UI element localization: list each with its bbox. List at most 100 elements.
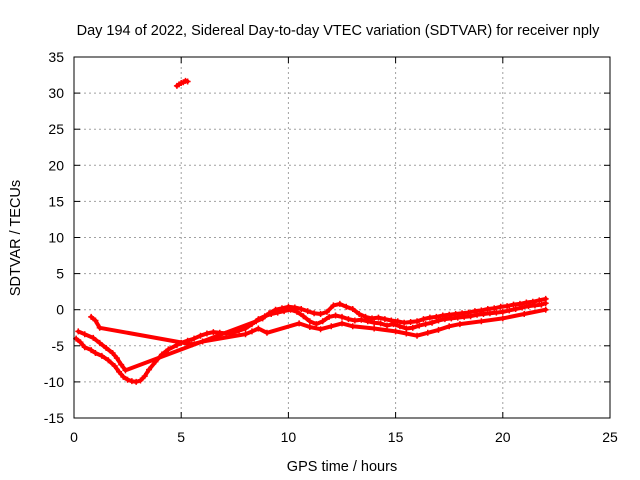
chart-title: Day 194 of 2022, Sidereal Day-to-day VTE… [77, 23, 601, 39]
data-point [356, 311, 363, 318]
data-point [446, 311, 453, 318]
data-point [339, 313, 345, 320]
data-point [377, 320, 384, 327]
data-point [429, 319, 436, 326]
data-point [242, 331, 249, 338]
data-point [516, 300, 523, 307]
plot-frame [73, 56, 611, 419]
data-point [92, 350, 99, 357]
y-tick-label: 0 [56, 302, 64, 318]
data-point [146, 366, 153, 373]
data-point [465, 309, 472, 316]
data-point [98, 352, 105, 359]
data-point [124, 376, 131, 383]
data-point [394, 318, 401, 325]
data-point [484, 305, 491, 312]
x-tick-label: 20 [495, 429, 511, 445]
data-point [210, 329, 217, 336]
y-axis-label: SDTVAR / TECUs [8, 180, 24, 296]
x-tick-label: 15 [388, 429, 404, 445]
x-tick-label: 10 [281, 429, 297, 445]
data-point [111, 363, 118, 370]
data-point [401, 319, 408, 326]
data-point [349, 305, 356, 312]
data-point [371, 319, 378, 326]
data-point [253, 318, 260, 325]
data-point [184, 78, 191, 85]
data-point [259, 315, 266, 322]
data-point [467, 313, 474, 320]
data-point [409, 324, 416, 331]
data-point [512, 305, 519, 312]
data-point [459, 310, 466, 317]
data-point [456, 321, 463, 328]
data-point [103, 344, 110, 351]
y-tick-label: 15 [48, 193, 64, 209]
data-point [75, 328, 82, 335]
data-point [300, 313, 307, 320]
data-point [141, 373, 148, 380]
series-outlier [173, 77, 191, 89]
data-point [531, 302, 538, 309]
data-point [120, 373, 127, 380]
data-point [446, 323, 453, 330]
data-point [96, 324, 103, 331]
data-point [375, 314, 382, 321]
y-tick-label: 35 [48, 49, 64, 65]
data-point [538, 301, 545, 308]
y-tick-label: -10 [44, 374, 64, 390]
data-point [197, 332, 204, 339]
data-point [536, 297, 543, 304]
data-point [77, 339, 84, 346]
data-point [306, 324, 313, 331]
data-point [420, 316, 427, 323]
data-point [266, 310, 273, 317]
data-point [358, 316, 365, 323]
data-point [304, 308, 311, 315]
data-point [362, 313, 369, 320]
data-point [521, 311, 528, 318]
data-point [90, 334, 97, 341]
y-tick-label: 20 [48, 157, 64, 173]
data-point [371, 325, 378, 332]
data-point [471, 308, 478, 315]
data-point [122, 367, 129, 374]
data-point [345, 316, 352, 323]
data-point [349, 323, 356, 330]
data-point [381, 316, 388, 323]
data-point [499, 315, 506, 322]
y-tick-label: -5 [52, 338, 65, 354]
data-point [323, 308, 330, 315]
y-tick-label: 25 [48, 121, 64, 137]
data-point [88, 313, 95, 320]
data-point [426, 314, 433, 321]
data-point [542, 295, 549, 302]
data-point [403, 325, 410, 332]
data-point [392, 328, 399, 335]
data-point [369, 315, 376, 322]
data-point [486, 310, 493, 317]
data-point [414, 318, 421, 325]
data-point [105, 357, 112, 364]
data-point [414, 332, 421, 339]
data-point [311, 310, 318, 317]
y-tick-label: 5 [56, 266, 64, 282]
data-point [439, 312, 446, 319]
data-point [499, 308, 506, 315]
data-point [317, 326, 324, 333]
data-point [416, 322, 423, 329]
data-point [407, 318, 414, 325]
data-point [542, 306, 549, 313]
data-point [478, 307, 485, 314]
data-point [285, 303, 292, 310]
data-point [165, 346, 172, 353]
data-point [92, 317, 99, 324]
data-point [291, 304, 298, 311]
data-point [403, 330, 410, 337]
data-point [255, 325, 262, 332]
data-point [319, 318, 326, 325]
series-lower-branch [88, 306, 549, 348]
data-point [199, 338, 206, 345]
data-point [491, 305, 498, 312]
